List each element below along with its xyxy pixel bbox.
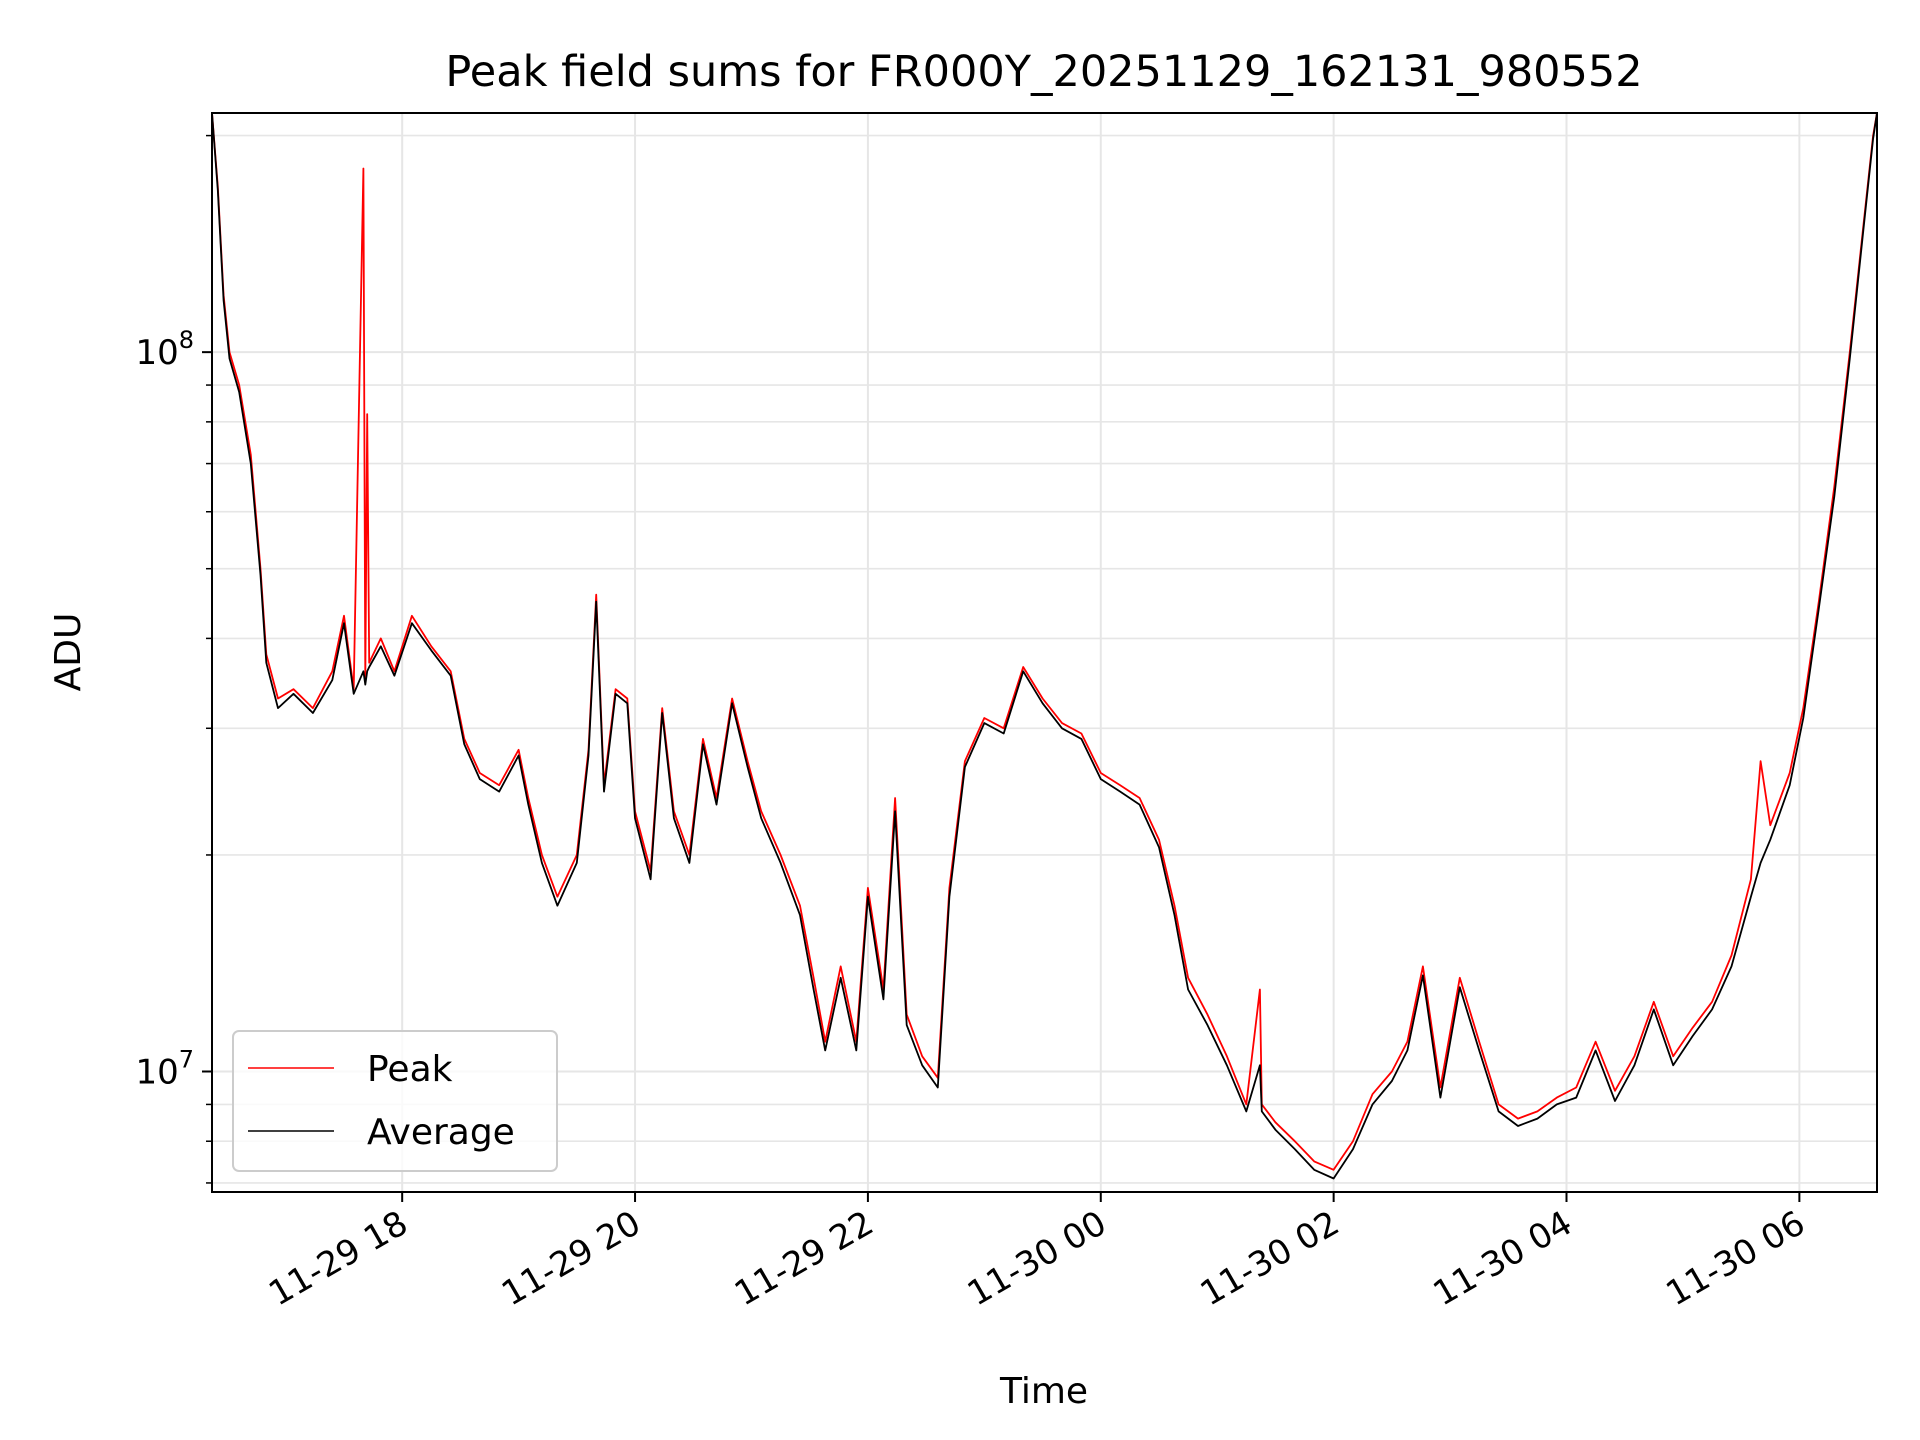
legend-label-average: Average [367, 1112, 515, 1153]
legend-label-peak: Peak [367, 1049, 453, 1090]
chart-title: Peak field sums for FR000Y_20251129_1621… [445, 47, 1642, 97]
legend-box [232, 1030, 558, 1172]
plot-area [212, 113, 1877, 1180]
axes-frame [211, 112, 1878, 1193]
y-tick-label: 107 [135, 1046, 194, 1093]
y-axis-label: ADU [48, 613, 89, 692]
y-tick-label: 108 [135, 326, 194, 373]
series-line-peak [212, 113, 1877, 1171]
series-line-average [212, 113, 1877, 1180]
legend: Peak Average [232, 1030, 558, 1172]
x-axis-label: Time [999, 1371, 1088, 1412]
